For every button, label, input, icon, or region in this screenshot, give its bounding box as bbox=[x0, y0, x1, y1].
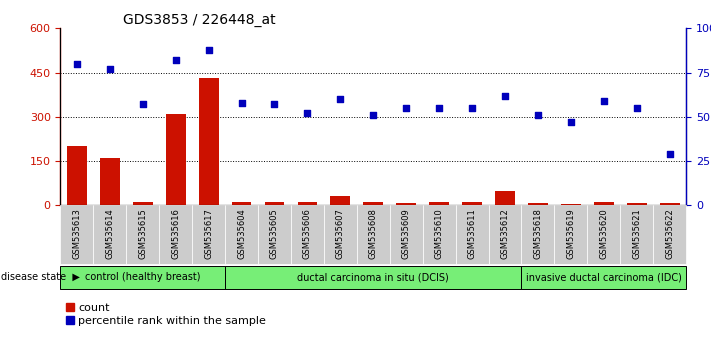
Bar bbox=[127, 205, 159, 264]
Legend: count, percentile rank within the sample: count, percentile rank within the sample bbox=[66, 303, 266, 326]
Text: GSM535611: GSM535611 bbox=[468, 208, 476, 259]
Text: GSM535613: GSM535613 bbox=[73, 208, 81, 259]
Bar bbox=[627, 203, 646, 205]
Point bbox=[301, 110, 313, 116]
Bar bbox=[100, 158, 119, 205]
Text: GSM535616: GSM535616 bbox=[171, 208, 180, 259]
Point bbox=[236, 100, 247, 105]
Bar bbox=[232, 202, 252, 205]
Bar bbox=[67, 146, 87, 205]
Bar bbox=[488, 205, 521, 264]
Bar bbox=[521, 266, 686, 289]
Bar bbox=[429, 202, 449, 205]
Point bbox=[565, 119, 577, 125]
Bar bbox=[422, 205, 456, 264]
Bar bbox=[653, 205, 686, 264]
Point bbox=[269, 102, 280, 107]
Point bbox=[466, 105, 478, 111]
Text: GSM535604: GSM535604 bbox=[237, 208, 246, 259]
Bar bbox=[324, 205, 357, 264]
Bar bbox=[528, 203, 547, 205]
Text: GSM535605: GSM535605 bbox=[270, 208, 279, 259]
Text: invasive ductal carcinoma (IDC): invasive ductal carcinoma (IDC) bbox=[526, 272, 682, 282]
Bar bbox=[521, 205, 555, 264]
Bar bbox=[60, 205, 93, 264]
Text: GSM535606: GSM535606 bbox=[303, 208, 312, 259]
Point bbox=[533, 112, 544, 118]
Text: GDS3853 / 226448_at: GDS3853 / 226448_at bbox=[123, 13, 276, 27]
Text: GSM535610: GSM535610 bbox=[434, 208, 444, 259]
Point bbox=[137, 102, 149, 107]
Bar bbox=[60, 266, 225, 289]
Bar bbox=[199, 79, 218, 205]
Bar bbox=[660, 203, 680, 205]
Bar bbox=[166, 114, 186, 205]
Text: ductal carcinoma in situ (DCIS): ductal carcinoma in situ (DCIS) bbox=[297, 272, 449, 282]
Text: GSM535620: GSM535620 bbox=[599, 208, 609, 259]
Bar bbox=[363, 202, 383, 205]
Bar bbox=[561, 204, 581, 205]
Text: control (healthy breast): control (healthy breast) bbox=[85, 272, 201, 282]
Bar bbox=[192, 205, 225, 264]
Text: GSM535608: GSM535608 bbox=[369, 208, 378, 259]
Text: GSM535614: GSM535614 bbox=[105, 208, 114, 259]
Point bbox=[499, 93, 510, 98]
Text: disease state  ▶: disease state ▶ bbox=[1, 272, 80, 282]
Bar bbox=[225, 205, 258, 264]
Bar bbox=[594, 202, 614, 205]
Bar bbox=[555, 205, 587, 264]
Point bbox=[203, 47, 214, 52]
Text: GSM535607: GSM535607 bbox=[336, 208, 345, 259]
Point bbox=[400, 105, 412, 111]
Bar bbox=[495, 190, 515, 205]
Bar bbox=[331, 196, 351, 205]
Point bbox=[598, 98, 609, 104]
Bar bbox=[297, 202, 317, 205]
Bar bbox=[587, 205, 620, 264]
Text: GSM535617: GSM535617 bbox=[204, 208, 213, 259]
Bar bbox=[133, 202, 153, 205]
Bar bbox=[93, 205, 127, 264]
Point bbox=[335, 96, 346, 102]
Bar bbox=[258, 205, 291, 264]
Point bbox=[104, 66, 115, 72]
Bar bbox=[264, 202, 284, 205]
Text: GSM535615: GSM535615 bbox=[138, 208, 147, 259]
Point bbox=[434, 105, 445, 111]
Bar bbox=[396, 203, 416, 205]
Bar bbox=[390, 205, 422, 264]
Point bbox=[170, 57, 181, 63]
Point bbox=[631, 105, 643, 111]
Point bbox=[71, 61, 82, 67]
Text: GSM535622: GSM535622 bbox=[665, 208, 674, 259]
Text: GSM535609: GSM535609 bbox=[402, 208, 411, 259]
Bar bbox=[225, 266, 521, 289]
Point bbox=[664, 151, 675, 157]
Bar bbox=[456, 205, 488, 264]
Bar bbox=[159, 205, 192, 264]
Text: GSM535621: GSM535621 bbox=[632, 208, 641, 259]
Bar bbox=[462, 202, 482, 205]
Text: GSM535612: GSM535612 bbox=[501, 208, 510, 259]
Text: GSM535618: GSM535618 bbox=[533, 208, 542, 259]
Bar bbox=[357, 205, 390, 264]
Text: GSM535619: GSM535619 bbox=[567, 208, 575, 259]
Point bbox=[368, 112, 379, 118]
Bar bbox=[291, 205, 324, 264]
Bar bbox=[620, 205, 653, 264]
